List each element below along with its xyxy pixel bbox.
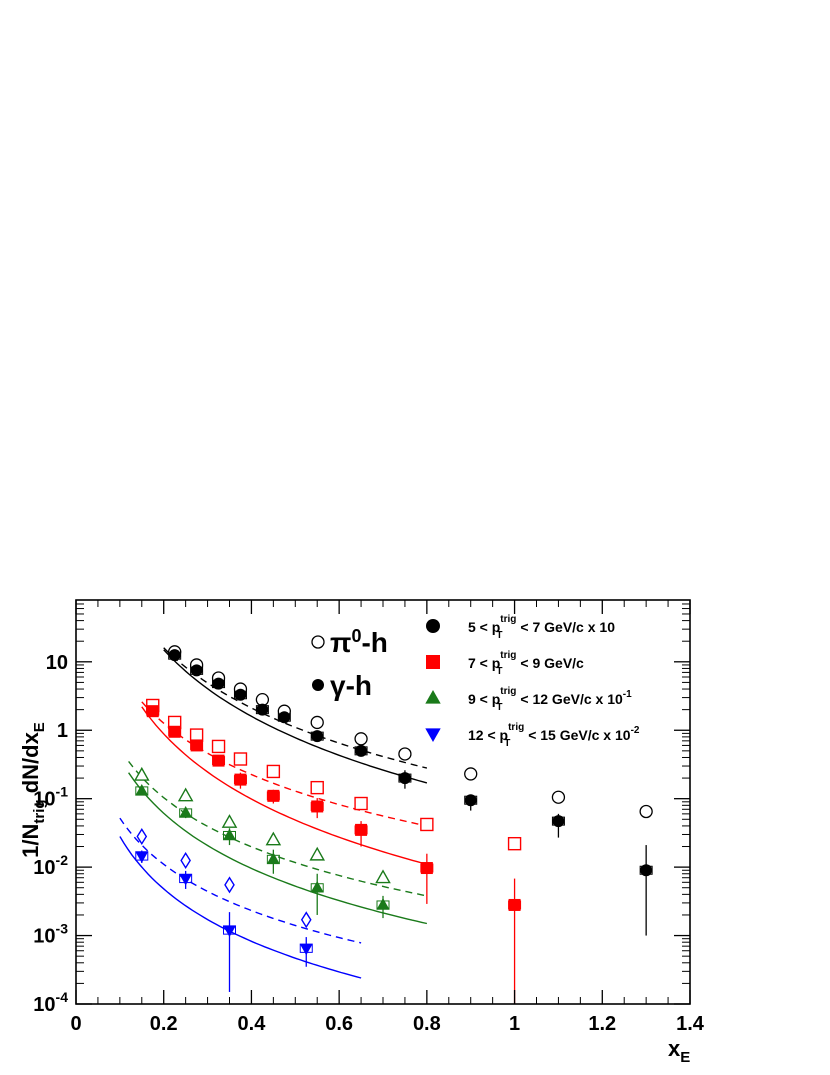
series-group xyxy=(141,698,522,1004)
y-tick-label: 10-4 xyxy=(33,989,68,1016)
data-point-gamma-h xyxy=(179,873,193,886)
axes: 0 0.2 0.4 0.6 0.8 1 1.2 1.4 10-4 10-3 10-2 10-1 1 10 x… xyxy=(18,599,705,1066)
data-point-pi0-h xyxy=(309,846,326,861)
series-group xyxy=(119,817,362,992)
data-point-gamma-h xyxy=(256,703,269,716)
data-point-gamma-h xyxy=(464,794,477,807)
legend-label-pi0-h: π0-h xyxy=(330,626,388,658)
legend-entry-label: 7 < ptrig T < 9 GeV/c xyxy=(468,650,584,677)
data-point-gamma-h xyxy=(222,828,237,841)
data-point-gamma-h xyxy=(168,649,181,662)
data-point-pi0-h xyxy=(354,796,368,811)
data-point-gamma-h xyxy=(266,852,280,865)
legend-marker xyxy=(426,655,440,669)
data-point-gamma-h xyxy=(420,862,433,875)
y-axis-title: 1/Ntrig dN/dxE xyxy=(18,722,48,858)
data-point-pi0-h xyxy=(639,804,653,819)
data-point-pi0-h xyxy=(420,817,434,832)
fit-curve-gamma-h xyxy=(119,836,362,979)
y-tick-label: 10 xyxy=(46,652,68,674)
legend-marker-gamma-h xyxy=(312,679,324,691)
x-tick-label: 1.4 xyxy=(676,1013,705,1035)
series-group xyxy=(163,645,653,936)
x-tick-label: 0.4 xyxy=(238,1013,267,1035)
data-point-gamma-h xyxy=(552,815,565,828)
data-point-pi0-h xyxy=(310,780,324,795)
data-point-gamma-h xyxy=(267,789,280,802)
data-point-gamma-h xyxy=(135,851,149,863)
fit-curve-pi0-h xyxy=(141,701,428,827)
legend-marker xyxy=(425,689,441,704)
legend-label-gamma-h: γ-h xyxy=(330,670,372,701)
data-point-gamma-h xyxy=(234,773,247,786)
data-point-pi0-h xyxy=(221,814,238,828)
plot-area xyxy=(119,645,653,1004)
x-tick-label: 0 xyxy=(70,1013,81,1035)
data-point-gamma-h xyxy=(278,711,291,724)
data-point-pi0-h xyxy=(354,732,368,746)
y-tick-label: 10-2 xyxy=(33,852,68,879)
series-group xyxy=(128,760,428,925)
data-point-pi0-h xyxy=(211,739,226,754)
y-tick-label: 10-1 xyxy=(33,784,68,811)
x-axis-title: xE xyxy=(668,1036,690,1066)
data-point-pi0-h xyxy=(300,911,312,929)
x-tick-label: 0.6 xyxy=(325,1013,353,1035)
data-point-gamma-h xyxy=(355,744,368,757)
data-point-gamma-h xyxy=(222,925,237,938)
y-tick-label: 10-3 xyxy=(33,921,68,948)
data-point-gamma-h xyxy=(311,730,324,743)
x-tick-label: 0.8 xyxy=(413,1013,441,1035)
fit-curve-gamma-h xyxy=(128,772,428,925)
data-point-gamma-h xyxy=(190,739,203,752)
data-point-pi0-h xyxy=(266,764,281,779)
x-tick-label: 1.2 xyxy=(588,1013,616,1035)
legend-entry-label: 12 < ptrig T < 15 GeV/c x 10-2 xyxy=(468,722,640,749)
data-point-gamma-h xyxy=(398,772,411,785)
data-point-gamma-h xyxy=(376,898,390,910)
data-point-pi0-h xyxy=(265,831,282,846)
data-point-gamma-h xyxy=(168,725,181,738)
data-point-pi0-h xyxy=(180,851,191,870)
x-tick-label: 1 xyxy=(509,1013,520,1035)
data-point-pi0-h xyxy=(224,876,235,894)
data-point-gamma-h xyxy=(640,864,653,877)
data-point-pi0-h xyxy=(177,787,194,802)
data-point-pi0-h xyxy=(464,767,478,781)
data-point-pi0-h xyxy=(310,715,324,730)
data-point-gamma-h xyxy=(311,800,324,813)
data-point-pi0-h xyxy=(375,869,391,884)
data-point-pi0-h xyxy=(551,790,566,804)
legend-marker xyxy=(426,619,440,633)
fit-curve-gamma-h xyxy=(141,706,428,865)
data-point-pi0-h xyxy=(507,836,522,851)
data-point-gamma-h xyxy=(146,705,159,718)
data-point-gamma-h xyxy=(190,664,203,677)
data-point-pi0-h xyxy=(189,728,204,742)
data-point-gamma-h xyxy=(234,688,247,701)
data-point-pi0-h xyxy=(136,827,148,846)
legend-entry-label: 5 < ptrig T < 7 GeV/c x 10 xyxy=(468,614,615,641)
data-point-gamma-h xyxy=(310,880,324,893)
legend: π0-h γ-h 5 < ptrig T < 7 GeV/c x 10 7 < ptri… xyxy=(311,614,640,749)
y-tick-label: 1 xyxy=(57,720,68,742)
fit-curve-pi0-h xyxy=(119,817,362,944)
plot-frame xyxy=(75,599,691,1005)
data-point-gamma-h xyxy=(135,783,149,796)
data-point-pi0-h xyxy=(133,766,150,781)
data-point-gamma-h xyxy=(179,805,193,818)
data-point-gamma-h xyxy=(508,898,521,911)
data-point-gamma-h xyxy=(355,823,368,836)
fit-curve-gamma-h xyxy=(163,649,428,784)
legend-entry-label: 9 < ptrig T < 12 GeV/c x 10-1 xyxy=(468,686,632,713)
legend-marker-pi0-h xyxy=(311,635,325,649)
data-point-gamma-h xyxy=(212,677,225,690)
x-tick-label: 0.2 xyxy=(150,1013,178,1035)
data-point-gamma-h xyxy=(299,943,313,956)
data-point-gamma-h xyxy=(212,754,225,767)
data-point-pi0-h xyxy=(233,752,248,766)
legend-marker xyxy=(425,728,441,743)
data-point-pi0-h xyxy=(398,747,412,761)
